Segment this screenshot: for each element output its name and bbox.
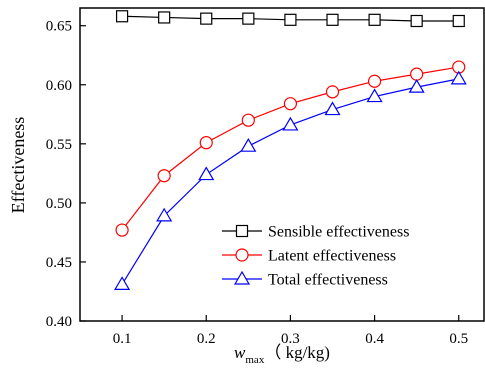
data-point [241, 113, 255, 127]
legend-label: Total effectiveness [268, 272, 388, 289]
x-axis-label: wmax（ kg/kg) [234, 343, 330, 366]
data-point [450, 70, 467, 85]
data-point [282, 116, 299, 131]
series-square [115, 10, 465, 28]
x-axis-subscript: max [245, 354, 264, 366]
legend-marker [235, 248, 249, 262]
data-point [115, 10, 129, 23]
data-point [242, 12, 255, 25]
y-tick-label: 0.40 [46, 314, 72, 330]
legend-marker [235, 224, 249, 238]
data-point [325, 85, 340, 99]
legend-label: Latent effectiveness [268, 248, 396, 265]
data-point [199, 136, 213, 150]
data-point [240, 138, 257, 152]
legend-marker [233, 270, 251, 285]
data-point [114, 276, 131, 290]
x-tick-label: 0.3 [281, 331, 300, 347]
data-point [283, 97, 298, 111]
data-point [324, 101, 341, 116]
data-point [284, 13, 297, 26]
data-point [410, 14, 423, 28]
legend: Sensible effectiveness Latent effectivene… [222, 224, 409, 289]
data-point [368, 13, 381, 26]
series-line [121, 66, 459, 231]
y-tick-label: 0.45 [46, 255, 72, 271]
series-triangle [114, 70, 467, 290]
plot-frame [79, 7, 485, 322]
x-tick-label: 0.4 [365, 331, 384, 347]
legend-entry: Latent effectiveness [222, 248, 396, 265]
series-circle [115, 60, 466, 237]
data-point [408, 78, 425, 93]
y-axis-label: Effectiveness [8, 117, 28, 214]
x-axis-unit: （ kg/kg) [264, 343, 330, 362]
y-tick-label: 0.60 [46, 78, 72, 94]
x-tick-label: 0.1 [113, 331, 132, 347]
legend-label: Sensible effectiveness [268, 224, 409, 241]
data-point [157, 169, 171, 183]
data-point [326, 13, 339, 26]
data-point [452, 14, 465, 28]
data-point [410, 67, 424, 81]
data-point [367, 74, 382, 88]
legend-entry: Total effectiveness [222, 270, 388, 289]
axis-ticks: 0.1 0.2 0.3 0.4 0.5 0.40 0.45 0.50 0.55 0.60 0.65 [46, 19, 468, 347]
y-tick-label: 0.65 [46, 19, 72, 35]
x-tick-label: 0.2 [197, 331, 216, 347]
data-point [158, 11, 171, 24]
x-axis-var: w [234, 343, 246, 362]
data-point [200, 12, 213, 25]
x-tick-label: 0.5 [449, 331, 468, 347]
data-point [198, 166, 215, 181]
data-point [366, 88, 383, 103]
y-tick-label: 0.50 [46, 196, 72, 212]
y-tick-label: 0.55 [46, 137, 72, 153]
data-point [156, 207, 173, 222]
series-layer [114, 10, 467, 290]
legend-entry: Sensible effectiveness [222, 224, 409, 241]
data-point [115, 223, 129, 237]
